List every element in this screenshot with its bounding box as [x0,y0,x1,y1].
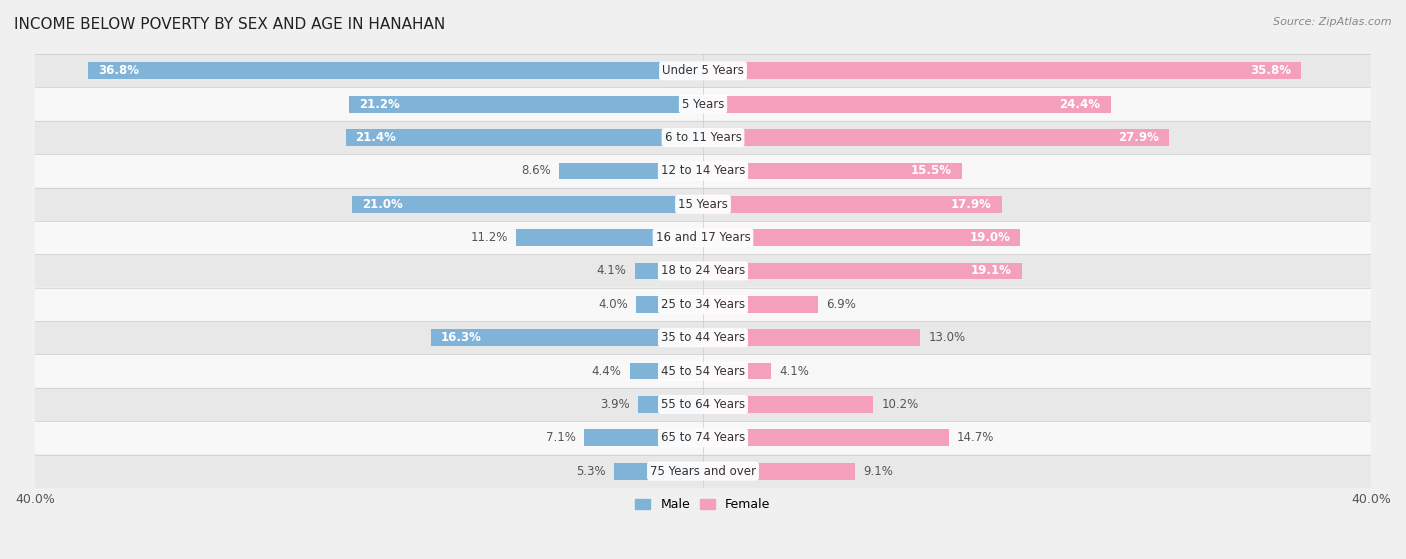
Text: Source: ZipAtlas.com: Source: ZipAtlas.com [1274,17,1392,27]
Text: 16 and 17 Years: 16 and 17 Years [655,231,751,244]
FancyBboxPatch shape [35,288,1371,321]
FancyBboxPatch shape [35,454,1371,488]
Text: 55 to 64 Years: 55 to 64 Years [661,398,745,411]
Text: 21.2%: 21.2% [359,98,399,111]
Bar [703,296,818,312]
Text: Under 5 Years: Under 5 Years [662,64,744,77]
FancyBboxPatch shape [35,254,1371,288]
FancyBboxPatch shape [35,154,1371,188]
Bar [703,463,855,480]
Text: 7.1%: 7.1% [546,432,576,444]
Text: 5 Years: 5 Years [682,98,724,111]
Text: 35.8%: 35.8% [1250,64,1291,77]
Text: 14.7%: 14.7% [957,432,994,444]
Text: 6 to 11 Years: 6 to 11 Years [665,131,741,144]
FancyBboxPatch shape [35,221,1371,254]
FancyBboxPatch shape [35,54,1371,88]
Bar [430,329,703,346]
Bar [638,396,703,413]
FancyBboxPatch shape [35,421,1371,454]
Text: 24.4%: 24.4% [1060,98,1101,111]
Text: 11.2%: 11.2% [470,231,508,244]
Bar [703,129,1168,146]
Text: 18 to 24 Years: 18 to 24 Years [661,264,745,277]
Text: 6.9%: 6.9% [827,298,856,311]
Text: 21.4%: 21.4% [356,131,396,144]
Text: 3.9%: 3.9% [600,398,630,411]
Text: INCOME BELOW POVERTY BY SEX AND AGE IN HANAHAN: INCOME BELOW POVERTY BY SEX AND AGE IN H… [14,17,446,32]
Bar [703,196,1002,212]
Bar [703,96,1111,112]
Bar [349,96,703,112]
Bar [353,196,703,212]
Text: 12 to 14 Years: 12 to 14 Years [661,164,745,177]
Bar [630,363,703,380]
Text: 19.0%: 19.0% [969,231,1011,244]
Bar [703,229,1021,246]
Text: 27.9%: 27.9% [1118,131,1159,144]
Text: 15 Years: 15 Years [678,198,728,211]
Bar [703,263,1022,280]
Text: 21.0%: 21.0% [363,198,404,211]
FancyBboxPatch shape [35,188,1371,221]
Bar [636,296,703,312]
Text: 17.9%: 17.9% [950,198,993,211]
FancyBboxPatch shape [35,388,1371,421]
Legend: Male, Female: Male, Female [630,493,776,517]
Text: 15.5%: 15.5% [911,164,952,177]
Text: 13.0%: 13.0% [928,331,966,344]
FancyBboxPatch shape [35,88,1371,121]
Text: 45 to 54 Years: 45 to 54 Years [661,364,745,377]
Text: 75 Years and over: 75 Years and over [650,465,756,478]
Text: 19.1%: 19.1% [972,264,1012,277]
FancyBboxPatch shape [35,321,1371,354]
Bar [89,63,703,79]
Bar [703,63,1301,79]
FancyBboxPatch shape [35,354,1371,388]
Bar [703,429,949,446]
FancyBboxPatch shape [35,121,1371,154]
Text: 4.0%: 4.0% [598,298,628,311]
Bar [634,263,703,280]
Bar [346,129,703,146]
Text: 4.1%: 4.1% [596,264,626,277]
Text: 35 to 44 Years: 35 to 44 Years [661,331,745,344]
Text: 8.6%: 8.6% [522,164,551,177]
Text: 10.2%: 10.2% [882,398,920,411]
Text: 36.8%: 36.8% [98,64,139,77]
Bar [614,463,703,480]
Bar [516,229,703,246]
Bar [703,363,772,380]
Text: 16.3%: 16.3% [441,331,482,344]
Bar [585,429,703,446]
Text: 65 to 74 Years: 65 to 74 Years [661,432,745,444]
Bar [703,396,873,413]
Text: 4.4%: 4.4% [592,364,621,377]
Text: 9.1%: 9.1% [863,465,893,478]
Bar [703,329,920,346]
Text: 5.3%: 5.3% [576,465,606,478]
Bar [560,163,703,179]
Text: 4.1%: 4.1% [780,364,810,377]
Text: 25 to 34 Years: 25 to 34 Years [661,298,745,311]
Bar [703,163,962,179]
